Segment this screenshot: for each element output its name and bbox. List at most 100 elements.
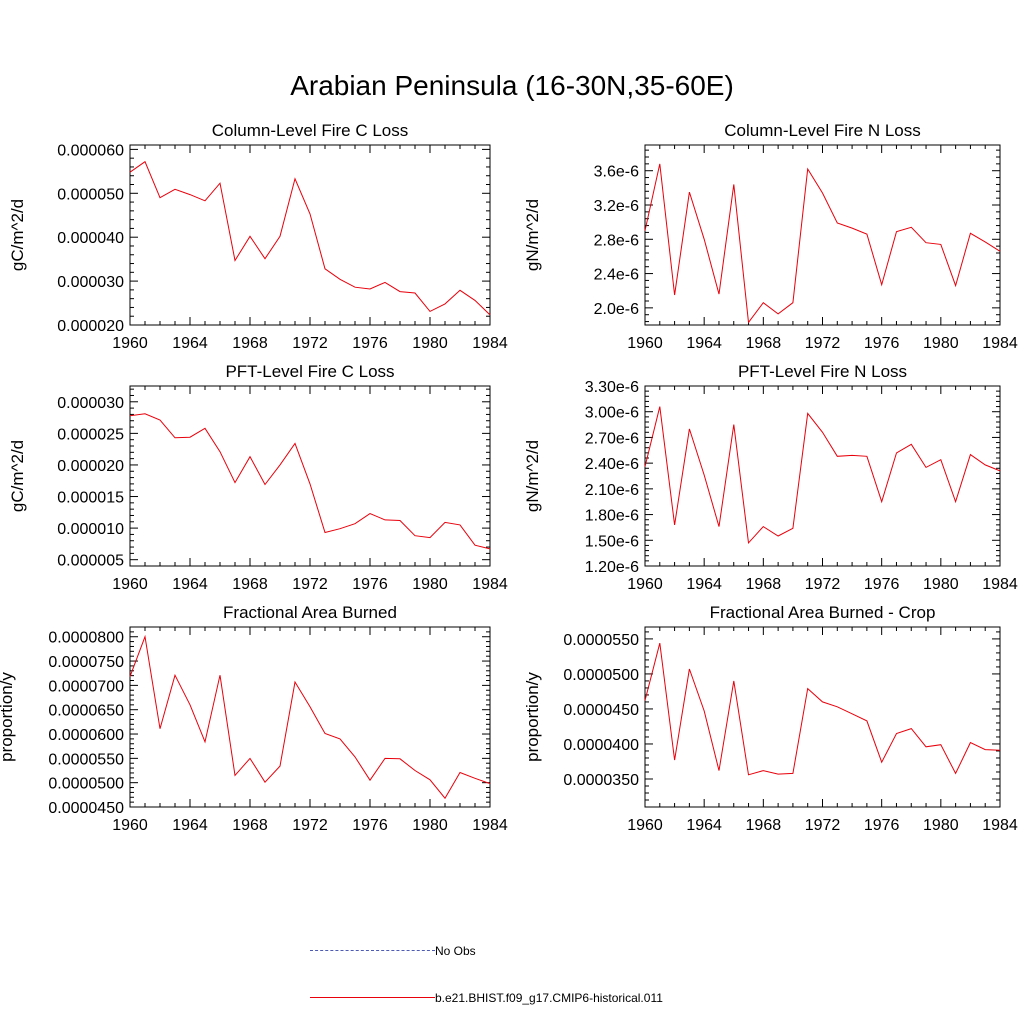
y-tick-label: 0.0000550 bbox=[563, 632, 639, 649]
x-tick-label: 1984 bbox=[472, 335, 508, 352]
x-tick-label: 1964 bbox=[172, 817, 208, 834]
x-tick-label: 1984 bbox=[982, 576, 1018, 593]
x-tick-label: 1972 bbox=[292, 817, 328, 834]
x-tick-label: 1968 bbox=[232, 335, 268, 352]
series-line bbox=[644, 406, 1001, 545]
x-tick-label: 1964 bbox=[172, 335, 208, 352]
y-tick-label: 0.0000700 bbox=[48, 678, 124, 695]
x-tick-label: 1980 bbox=[412, 576, 448, 593]
x-tick-label: 1984 bbox=[982, 335, 1018, 352]
legend-entry-no-obs: No Obs bbox=[310, 943, 476, 958]
panel-title: Column-Level Fire C Loss bbox=[212, 121, 409, 140]
x-tick-label: 1980 bbox=[412, 335, 448, 352]
y-tick-label: 0.0000500 bbox=[563, 667, 639, 684]
x-tick-label: 1984 bbox=[982, 817, 1018, 834]
legend-solid-line bbox=[310, 997, 435, 999]
plot-frame bbox=[644, 626, 1001, 808]
series-line bbox=[129, 634, 491, 800]
x-tick-label: 1976 bbox=[352, 576, 388, 593]
x-tick-label: 1984 bbox=[472, 817, 508, 834]
x-tick-label: 1976 bbox=[352, 817, 388, 834]
y-axis-label: gC/m^2/d bbox=[8, 199, 27, 271]
y-tick-label: 0.0000450 bbox=[48, 800, 124, 817]
x-tick-label: 1972 bbox=[805, 335, 841, 352]
x-tick-label: 1964 bbox=[172, 576, 208, 593]
x-tick-label: 1980 bbox=[923, 576, 959, 593]
y-tick-label: 0.000025 bbox=[57, 426, 124, 443]
series-line bbox=[644, 642, 1001, 776]
x-tick-label: 1976 bbox=[864, 817, 900, 834]
y-tick-label: 0.000010 bbox=[57, 521, 124, 538]
panel-title: Column-Level Fire N Loss bbox=[724, 121, 921, 140]
x-tick-label: 1964 bbox=[686, 335, 722, 352]
x-tick-label: 1972 bbox=[292, 335, 328, 352]
y-tick-label: 0.000020 bbox=[57, 458, 124, 475]
x-tick-label: 1980 bbox=[923, 817, 959, 834]
x-tick-label: 1968 bbox=[232, 576, 268, 593]
y-axis-label: gN/m^2/d bbox=[523, 199, 542, 271]
plot-frame bbox=[644, 144, 1001, 326]
x-tick-label: 1960 bbox=[627, 335, 663, 352]
y-tick-label: 2.4e-6 bbox=[594, 267, 639, 284]
y-tick-label: 0.000005 bbox=[57, 553, 124, 570]
y-tick-label: 0.0000750 bbox=[48, 654, 124, 671]
x-tick-label: 1960 bbox=[627, 817, 663, 834]
x-tick-label: 1960 bbox=[627, 576, 663, 593]
panel-title: Fractional Area Burned - Crop bbox=[710, 603, 936, 622]
x-tick-label: 1960 bbox=[112, 335, 148, 352]
panel-1: Column-Level Fire C Loss gC/m^2/d 1960 1964… bbox=[8, 121, 508, 352]
panel-title: Fractional Area Burned bbox=[223, 603, 397, 622]
y-tick-label: 1.20e-6 bbox=[585, 559, 639, 576]
y-axis-label: proportion/y bbox=[523, 672, 542, 762]
panel-6: Fractional Area Burned - Crop proportion/… bbox=[523, 603, 1018, 834]
y-tick-label: 1.80e-6 bbox=[585, 508, 639, 525]
legend-dashed-line bbox=[310, 950, 435, 952]
x-tick-label: 1968 bbox=[746, 817, 782, 834]
plot-frame bbox=[129, 626, 491, 808]
series-line bbox=[644, 163, 1001, 324]
y-tick-label: 0.0000350 bbox=[563, 772, 639, 789]
y-tick-label: 2.40e-6 bbox=[585, 456, 639, 473]
panel-title: PFT-Level Fire C Loss bbox=[225, 362, 394, 381]
panel-title: PFT-Level Fire N Loss bbox=[738, 362, 907, 381]
x-tick-label: 1964 bbox=[686, 817, 722, 834]
y-tick-label: 0.0000450 bbox=[563, 702, 639, 719]
y-tick-label: 2.10e-6 bbox=[585, 482, 639, 499]
x-tick-label: 1984 bbox=[472, 576, 508, 593]
x-tick-label: 1972 bbox=[805, 817, 841, 834]
y-tick-label: 0.000015 bbox=[57, 490, 124, 507]
x-tick-label: 1976 bbox=[864, 335, 900, 352]
y-tick-label: 1.50e-6 bbox=[585, 533, 639, 550]
y-axis-label: proportion/y bbox=[0, 672, 16, 762]
y-tick-label: 0.000030 bbox=[57, 274, 124, 291]
series-line bbox=[129, 413, 491, 550]
x-tick-label: 1960 bbox=[112, 576, 148, 593]
x-tick-label: 1960 bbox=[112, 817, 148, 834]
y-tick-label: 0.0000550 bbox=[48, 751, 124, 768]
x-tick-label: 1968 bbox=[746, 576, 782, 593]
y-tick-label: 0.0000600 bbox=[48, 727, 124, 744]
y-tick-label: 0.000050 bbox=[57, 186, 124, 203]
y-tick-label: 0.000020 bbox=[57, 318, 124, 335]
legend-entry-model: b.e21.BHIST.f09_g17.CMIP6-historical.011 bbox=[310, 990, 663, 1005]
x-tick-label: 1980 bbox=[923, 335, 959, 352]
plot-frame bbox=[129, 385, 491, 567]
panel-4: PFT-Level Fire N Loss gN/m^2/d 1960 1964 196… bbox=[523, 362, 1018, 593]
x-tick-label: 1976 bbox=[352, 335, 388, 352]
y-tick-label: 2.0e-6 bbox=[594, 301, 639, 318]
panel-3: PFT-Level Fire C Loss gC/m^2/d 1960 1964 196… bbox=[8, 362, 508, 593]
y-tick-label: 0.0000800 bbox=[48, 630, 124, 647]
plot-frame bbox=[129, 144, 491, 326]
panel-5: Fractional Area Burned proportion/y 1960 19… bbox=[0, 603, 508, 834]
y-axis-label: gC/m^2/d bbox=[8, 440, 27, 512]
x-tick-label: 1972 bbox=[805, 576, 841, 593]
figure-title: Arabian Peninsula (16-30N,35-60E) bbox=[290, 70, 734, 101]
panel-2: Column-Level Fire N Loss gN/m^2/d 1960 1964… bbox=[523, 121, 1018, 352]
y-tick-label: 0.000030 bbox=[57, 395, 124, 412]
legend-label-model: b.e21.BHIST.f09_g17.CMIP6-historical.011 bbox=[435, 990, 663, 1005]
y-tick-label: 3.6e-6 bbox=[594, 164, 639, 181]
y-tick-label: 0.000040 bbox=[57, 230, 124, 247]
series-line bbox=[129, 160, 491, 316]
y-axis-label: gN/m^2/d bbox=[523, 440, 542, 512]
